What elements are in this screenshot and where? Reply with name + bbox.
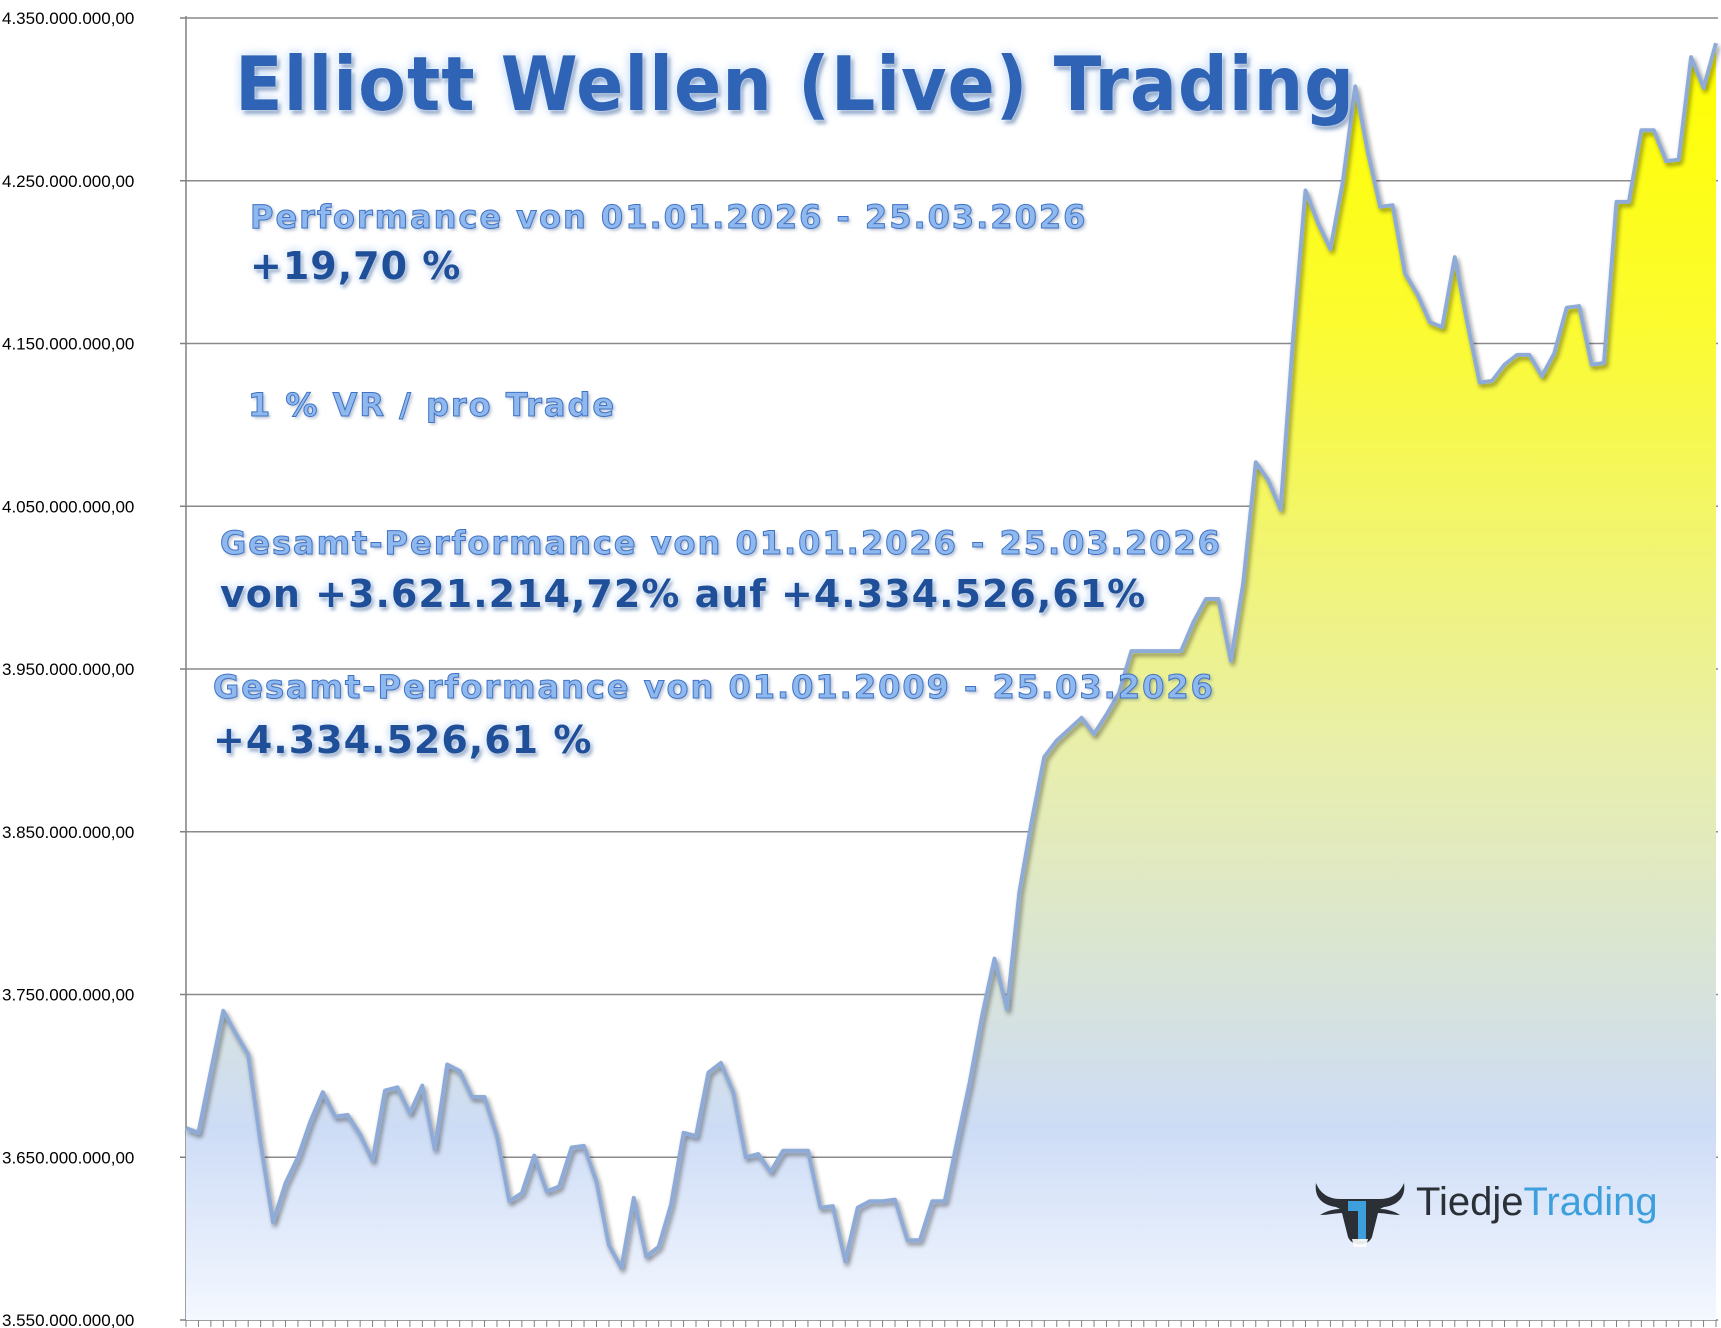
x-axis-ticks <box>185 1320 1717 1327</box>
y-tick-label: 4.050.000.000,00 <box>2 497 134 516</box>
y-tick-label: 3.850.000.000,00 <box>2 823 134 842</box>
y-axis-tick-labels: 3.550.000.000,00 3.650.000.000,00 3.750.00… <box>2 9 134 1328</box>
y-tick-label: 3.550.000.000,00 <box>2 1311 134 1328</box>
equity-area <box>186 43 1716 1321</box>
y-tick-label: 3.750.000.000,00 <box>2 986 134 1005</box>
y-tick-label: 3.950.000.000,00 <box>2 660 134 679</box>
y-tick-label: 4.250.000.000,00 <box>2 172 134 191</box>
y-tick-label: 4.350.000.000,00 <box>2 9 134 28</box>
equity-line <box>185 42 1718 1270</box>
y-tick-label: 3.650.000.000,00 <box>2 1148 134 1167</box>
y-tick-label: 4.150.000.000,00 <box>2 335 134 354</box>
